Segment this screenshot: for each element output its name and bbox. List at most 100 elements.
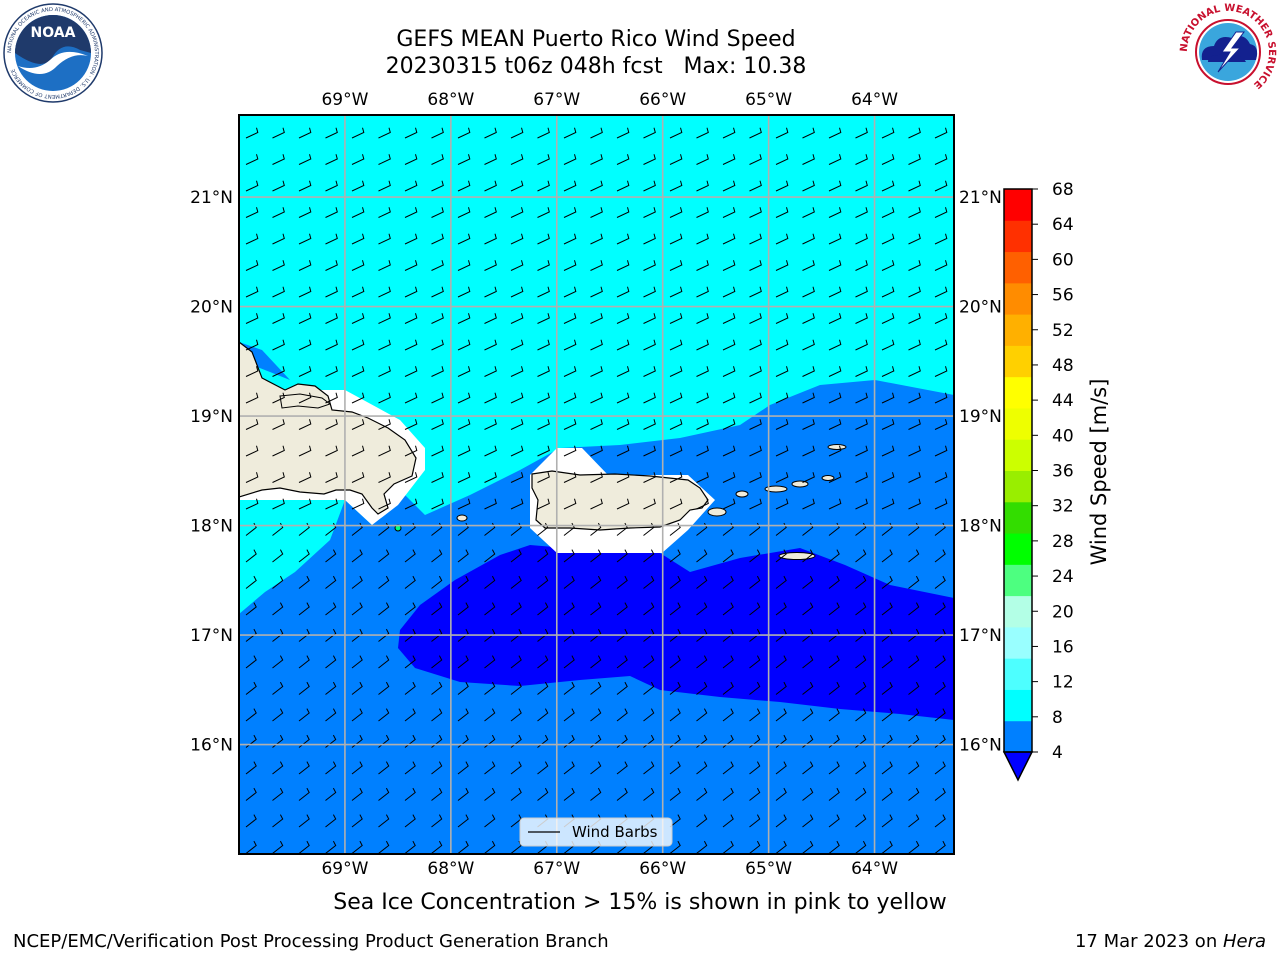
wind-barb-427 [828, 522, 840, 536]
wind-barb-437 [378, 549, 390, 563]
wind-barb-736 [431, 840, 443, 854]
wind-barb-700 [908, 787, 920, 801]
lat-label-right-4: 17°N [959, 626, 1002, 646]
wind-barb-110 [298, 233, 312, 245]
wind-barb-544 [351, 655, 363, 669]
wind-barb-472 [590, 575, 602, 589]
wind-barb-683 [457, 787, 469, 801]
wind-barb-475 [669, 575, 681, 589]
wind-barb-369 [722, 472, 736, 483]
wind-barb-2 [298, 127, 312, 139]
wind-barb-140 [378, 260, 391, 271]
wind-barb-509 [855, 602, 867, 616]
wind-barb-172 [510, 286, 524, 298]
wind-barb-367 [669, 472, 683, 483]
wind-barb-25 [908, 127, 921, 139]
land-puerto-rico [531, 470, 709, 531]
wind-barb-586 [749, 681, 761, 695]
wind-barb-97 [669, 207, 683, 218]
wind-barb-565 [908, 655, 920, 669]
wind-barb-76 [828, 180, 842, 192]
wind-barb-104 [855, 207, 868, 218]
wind-barb-241 [908, 339, 921, 351]
wind-barb-401 [855, 498, 868, 510]
wind-barb-159 [881, 260, 895, 271]
wind-barb-32 [378, 154, 391, 165]
colorbar-segment-8 [1004, 470, 1032, 503]
wind-barb-352 [272, 472, 285, 483]
wind-barb-652 [351, 761, 363, 775]
wind-barb-145 [510, 260, 524, 271]
colorbar-segment-12 [1004, 345, 1032, 378]
wind-barb-227 [537, 339, 550, 351]
wind-barb-137 [298, 260, 312, 271]
wind-barb-148 [590, 260, 603, 271]
wind-barb-264 [802, 366, 815, 377]
wind-barb-414 [484, 522, 496, 536]
wind-barb-9 [484, 127, 497, 139]
wind-barb-661 [590, 761, 602, 775]
wind-barb-426 [802, 522, 814, 536]
wind-barb-204 [643, 313, 656, 324]
wind-barb-515 [298, 628, 310, 642]
wind-barb-335 [537, 445, 550, 457]
lon-labels-top: 69°W 68°W 67°W 66°W 65°W 64°W [321, 90, 898, 110]
colorbar-tick-label-11: 24 [1052, 567, 1074, 587]
wind-barb-435 [325, 549, 337, 563]
wind-barb-421 [669, 522, 681, 536]
wind-barb-512 [934, 602, 946, 616]
wind-barb-457 [908, 549, 920, 563]
wind-barb-537 [881, 628, 893, 642]
wind-barb-648 [245, 761, 257, 775]
wind-barb-258 [643, 366, 656, 377]
wind-barb-332 [457, 445, 471, 457]
wind-barb-266 [855, 366, 868, 377]
wind-barb-726 [881, 814, 893, 828]
wind-barb-542 [298, 655, 310, 669]
wind-barb-63 [484, 180, 497, 192]
wind-barb-326 [298, 445, 312, 457]
wind-barb-316 [749, 419, 762, 430]
wind-barb-40 [590, 154, 603, 165]
wind-barb-328 [351, 445, 365, 457]
wind-barb-199 [510, 313, 524, 324]
wind-barb-588 [802, 681, 814, 695]
wind-barb-681 [404, 787, 416, 801]
wind-barb-344 [775, 445, 789, 457]
lon-label-top-5: 64°W [851, 90, 898, 110]
wind-barb-615 [802, 708, 814, 722]
wind-barb-752 [855, 840, 867, 854]
wind-barb-492 [404, 602, 416, 616]
wind-barb-46 [749, 154, 762, 165]
wind-barb-676 [272, 787, 284, 801]
wind-barb-77 [855, 180, 868, 192]
wind-barb-656 [457, 761, 469, 775]
wind-barb-682 [431, 787, 443, 801]
wind-barb-79 [908, 180, 921, 192]
wind-barb-57 [325, 180, 338, 192]
wind-barb-548 [457, 655, 469, 669]
wind-barb-735 [404, 840, 416, 854]
wind-barb-95 [616, 207, 630, 218]
wind-barb-474 [643, 575, 655, 589]
wind-barb-365 [616, 472, 630, 483]
wind-barb-489 [325, 602, 337, 616]
wind-barb-214 [908, 313, 921, 324]
wind-barb-584 [696, 681, 708, 695]
wind-barb-463 [351, 575, 363, 589]
wind-barb-389 [537, 498, 550, 510]
wind-barb-453 [802, 549, 814, 563]
wind-barb-361 [510, 472, 524, 483]
wind-barb-392 [616, 498, 630, 510]
wind-barb-350 [934, 445, 948, 457]
wind-barb-277 [431, 392, 444, 404]
wind-barb-200 [537, 313, 550, 324]
wind-barb-546 [404, 655, 416, 669]
wind-barb-358 [431, 472, 444, 483]
map-frame [238, 114, 955, 855]
colorbar-tick-label-4: 52 [1052, 321, 1074, 341]
wind-barb-245 [298, 366, 312, 377]
wind-barb-488 [298, 602, 310, 616]
wind-barb-192 [325, 313, 338, 324]
wind-barb-481 [828, 575, 840, 589]
